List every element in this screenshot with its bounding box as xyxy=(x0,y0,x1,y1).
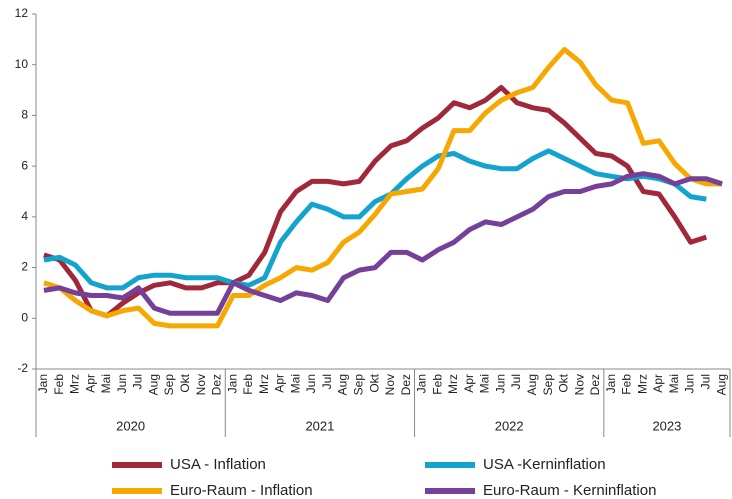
year-label: 2023 xyxy=(652,418,681,433)
x-tick-label: Jul xyxy=(509,374,523,389)
x-tick-label: Feb xyxy=(430,374,444,395)
x-tick-label: Dez xyxy=(588,374,602,395)
x-tick-label: Jun xyxy=(115,374,129,393)
series-line xyxy=(43,171,723,316)
y-tick-label: 6 xyxy=(21,158,28,172)
x-tick-label: Jan xyxy=(604,374,618,393)
x-tick-label: Mrz xyxy=(68,374,82,394)
x-tick-label: Nov xyxy=(383,374,397,395)
x-tick-label: Dez xyxy=(399,374,413,395)
x-tick-label: Apr xyxy=(83,374,97,393)
legend-label: USA -Kerninflation xyxy=(483,456,606,473)
x-tick-label: Jul xyxy=(320,374,334,389)
x-tick-label: Feb xyxy=(241,374,255,395)
y-tick-label: 10 xyxy=(15,57,29,71)
x-tick-label: Jun xyxy=(304,374,318,393)
x-tick-label: Aug xyxy=(525,374,539,395)
x-tick-label: Apr xyxy=(273,374,287,393)
x-tick-label: Apr xyxy=(651,374,665,393)
x-tick-label: Mrz xyxy=(635,374,649,394)
x-tick-label: Jan xyxy=(36,374,50,393)
y-tick-label: -2 xyxy=(17,361,28,375)
x-tick-label: Mai xyxy=(478,374,492,393)
series-line xyxy=(43,47,723,329)
x-tick-label: Sep xyxy=(352,374,366,396)
legend-label: Euro-Raum - Kerninflation xyxy=(483,482,656,499)
x-tick-label: Mai xyxy=(667,374,681,393)
x-tick-label: Sep xyxy=(162,374,176,396)
x-tick-label: Okt xyxy=(367,373,381,392)
legend-label: Euro-Raum - Inflation xyxy=(170,482,313,499)
x-tick-label: Feb xyxy=(52,374,66,395)
y-tick-label: 0 xyxy=(21,310,28,324)
x-tick-label: Aug xyxy=(146,374,160,395)
x-tick-label: Mai xyxy=(288,374,302,393)
series-line xyxy=(43,148,707,291)
y-tick-label: 2 xyxy=(21,260,28,274)
x-tick-label: Okt xyxy=(178,373,192,392)
series-line xyxy=(43,85,708,319)
x-tick-label: Nov xyxy=(572,374,586,395)
x-tick-label: Aug xyxy=(336,374,350,395)
x-tick-label: Apr xyxy=(462,374,476,393)
x-tick-label: Okt xyxy=(557,373,571,392)
x-tick-label: Mrz xyxy=(446,374,460,394)
x-tick-label: Aug xyxy=(714,374,728,395)
x-tick-label: Jan xyxy=(225,374,239,393)
year-label: 2022 xyxy=(495,418,524,433)
x-tick-label: Jan xyxy=(415,374,429,393)
x-tick-label: Jul xyxy=(699,374,713,389)
x-tick-label: Dez xyxy=(210,374,224,395)
x-tick-label: Mrz xyxy=(257,374,271,394)
y-tick-label: 8 xyxy=(21,108,28,122)
x-tick-label: Nov xyxy=(194,374,208,395)
x-tick-label: Sep xyxy=(541,374,555,396)
x-tick-label: Jun xyxy=(683,374,697,393)
y-tick-label: 12 xyxy=(15,6,29,20)
legend-label: USA - Inflation xyxy=(170,456,266,473)
y-tick-label: 4 xyxy=(21,209,28,223)
x-tick-label: Jul xyxy=(131,374,145,389)
x-tick-label: Feb xyxy=(620,374,634,395)
x-tick-label: Mai xyxy=(99,374,113,393)
year-label: 2021 xyxy=(305,418,334,433)
year-label: 2020 xyxy=(116,418,145,433)
x-tick-label: Jun xyxy=(493,374,507,393)
